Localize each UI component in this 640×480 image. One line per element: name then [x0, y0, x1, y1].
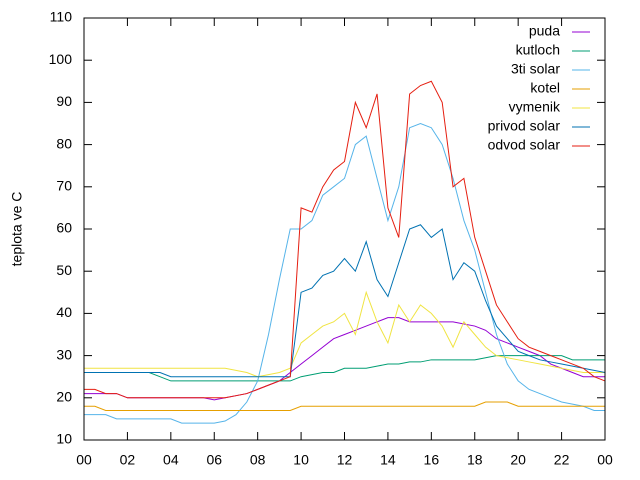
plot-frame — [83, 17, 606, 441]
y-tick-label: 60 — [56, 220, 72, 236]
x-tick-label: 00 — [597, 452, 613, 468]
x-tick-label: 16 — [424, 452, 440, 468]
x-tick-label: 12 — [337, 452, 353, 468]
x-tick-label: 20 — [510, 452, 526, 468]
y-axis-label: teplota ve C — [9, 192, 25, 267]
y-tick-label: 100 — [49, 51, 73, 67]
series-line — [84, 122, 605, 424]
series-line — [84, 224, 606, 378]
y-tick-label: 80 — [56, 135, 72, 151]
series-line — [84, 290, 605, 378]
x-tick-label: 02 — [120, 452, 136, 468]
legend-label: odvod solar — [488, 137, 561, 153]
legend-label: privod solar — [488, 118, 561, 134]
legend-label: 3ti solar — [511, 61, 560, 77]
x-tick-label: 14 — [380, 452, 396, 468]
legend-label: puda — [529, 23, 560, 39]
legend-label: kutloch — [516, 42, 560, 58]
x-tick-label: 10 — [293, 452, 309, 468]
series-line — [84, 355, 605, 382]
legend-label: vymenik — [509, 99, 561, 115]
x-tick-label: 22 — [554, 452, 570, 468]
y-tick-label: 20 — [56, 389, 72, 405]
y-tick-label: 90 — [56, 93, 72, 109]
y-tick-label: 40 — [56, 304, 72, 320]
y-tick-label: 30 — [56, 346, 72, 362]
x-tick-label: 08 — [250, 452, 266, 468]
x-tick-label: 06 — [206, 452, 222, 468]
y-tick-label: 50 — [56, 262, 72, 278]
y-tick-label: 110 — [50, 9, 73, 25]
series-line — [84, 80, 606, 399]
legend-label: kotel — [530, 80, 560, 96]
x-tick-label: 00 — [76, 452, 92, 468]
series-line — [84, 401, 605, 411]
x-tick-label: 18 — [467, 452, 483, 468]
y-tick-label: 10 — [56, 431, 72, 447]
y-tick-label: 70 — [56, 178, 72, 194]
x-tick-label: 04 — [163, 452, 179, 468]
